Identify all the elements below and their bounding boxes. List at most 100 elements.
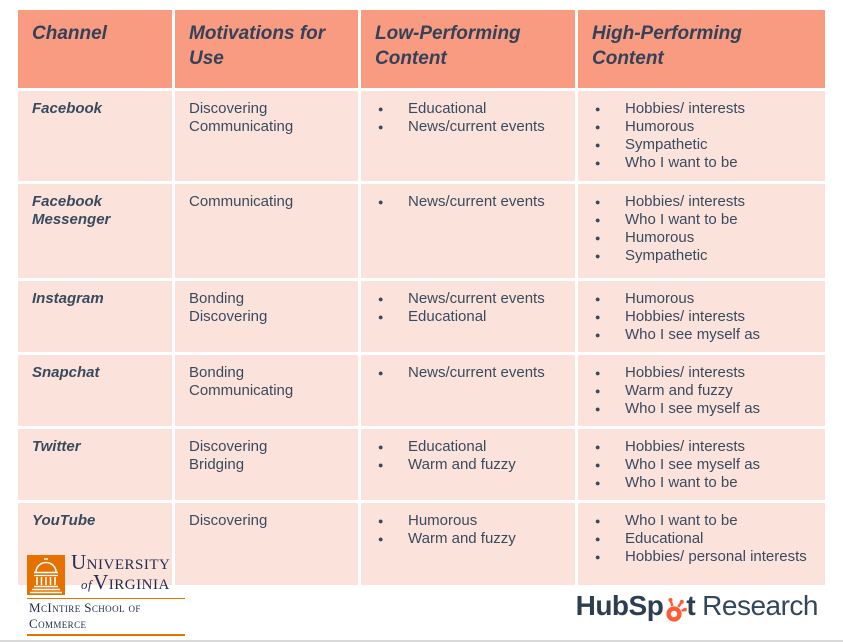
bullet-item: ● Humorous: [592, 290, 817, 308]
bullet-item: ● News/current events: [375, 290, 567, 308]
bullet-text: Humorous: [625, 229, 695, 246]
high-performing-cell: ● Humorous ● Hobbies/ interests ● Who I see m…: [578, 281, 825, 352]
table-row: Facebook Messenger Communicating ● News/cur…: [18, 184, 825, 278]
bullet-icon: ●: [378, 516, 384, 526]
bullet-item: ● Humorous: [592, 118, 817, 136]
high-performing-cell: ● Hobbies/ interests ● Humorous ● Sympathetic…: [578, 91, 825, 181]
motivations-cell: Discovering Communicating: [175, 91, 358, 181]
motivation-item: Bridging: [189, 456, 245, 473]
motivation-item: Communicating: [189, 193, 294, 210]
bullet-item: ● Who I see myself as: [592, 326, 817, 344]
uva-logo-top: University ofVirginia: [27, 550, 185, 595]
bullet-icon: ●: [595, 478, 601, 488]
table-row: Snapchat Bonding Communicating ● News/curren…: [18, 355, 825, 426]
bullet-text: Who I want to be: [625, 512, 738, 529]
bullet-icon: ●: [595, 158, 601, 168]
bullet-icon: ●: [595, 368, 601, 378]
bullet-item: ● Who I see myself as: [592, 456, 817, 474]
table-row: Facebook Discovering Communicating ● Educati…: [18, 91, 825, 181]
header-channel: Channel: [18, 10, 172, 88]
motivation-item: Bonding: [189, 364, 245, 381]
channel-cell: Instagram: [18, 281, 172, 352]
bullet-item: ● Sympathetic: [592, 136, 817, 154]
uva-logo: University ofVirginia McIntire School of…: [27, 550, 185, 636]
bullet-item: ● Educational: [375, 438, 567, 456]
header-low-performing: Low-Performing Content: [361, 10, 575, 88]
bullet-text: Who I see myself as: [625, 400, 761, 417]
bullet-item: ● News/current events: [375, 364, 567, 382]
bullet-text: Hobbies/ interests: [625, 100, 746, 117]
bullet-text: Warm and fuzzy: [625, 382, 733, 399]
bullet-text: News/current events: [408, 193, 545, 210]
motivation-item: Communicating: [189, 118, 294, 135]
header-motivations: Motivations for Use: [175, 10, 358, 88]
bullet-icon: ●: [595, 104, 601, 114]
uva-university-text: University: [71, 550, 171, 575]
bullet-text: Sympathetic: [625, 247, 708, 264]
bullet-item: ● Who I want to be: [592, 474, 817, 492]
bullet-icon: ●: [595, 442, 601, 452]
bullet-item: ● Hobbies/ interests: [592, 308, 817, 326]
low-performing-cell: ● Educational ● Warm and fuzzy: [361, 429, 575, 500]
bullet-text: Who I see myself as: [625, 326, 761, 343]
bullet-icon: ●: [378, 122, 384, 132]
bullet-item: ● Hobbies/ interests: [592, 364, 817, 382]
hubspot-sprocket-icon: [666, 597, 688, 623]
hubspot-wordmark-part2: t: [686, 590, 696, 621]
bullet-icon: ●: [378, 197, 384, 207]
bullet-icon: ●: [378, 294, 384, 304]
bullet-item: ● Humorous: [375, 512, 567, 530]
channel-cell: Twitter: [18, 429, 172, 500]
bullet-item: ● Warm and fuzzy: [592, 382, 817, 400]
hubspot-research-text: Research: [702, 590, 818, 621]
bullet-item: ● Educational: [375, 100, 567, 118]
bullet-item: ● Educational: [592, 530, 817, 548]
uva-virginia-text: ofVirginia: [81, 570, 170, 595]
bullet-item: ● Sympathetic: [592, 247, 817, 265]
bullet-text: Educational: [625, 530, 704, 547]
high-performing-cell: ● Hobbies/ interests ● Who I want to be ● Hum…: [578, 184, 825, 278]
bullet-text: Educational: [408, 438, 487, 455]
bullet-text: Educational: [408, 100, 487, 117]
bullet-icon: ●: [378, 442, 384, 452]
bullet-text: Who I want to be: [625, 211, 738, 228]
bullet-icon: ●: [595, 215, 601, 225]
bullet-text: Sympathetic: [625, 136, 708, 153]
bullet-icon: ●: [378, 460, 384, 470]
table-header-row: Channel Motivations for Use Low-Performi…: [18, 10, 825, 88]
bullet-text: Hobbies/ personal interests: [625, 548, 807, 565]
bullet-icon: ●: [595, 294, 601, 304]
bullet-item: ● Who I want to be: [592, 154, 817, 172]
bullet-item: ● Hobbies/ interests: [592, 193, 817, 211]
bullet-text: Who I want to be: [625, 474, 738, 491]
bullet-text: Hobbies/ interests: [625, 193, 746, 210]
channel-cell: Snapchat: [18, 355, 172, 426]
bullet-text: Hobbies/ interests: [625, 364, 746, 381]
high-performing-cell: ● Who I want to be ● Educational ● Hobbies/ p…: [578, 503, 825, 585]
motivations-cell: Discovering: [175, 503, 358, 585]
footer: University ofVirginia McIntire School of…: [0, 552, 843, 636]
bullet-icon: ●: [595, 404, 601, 414]
motivation-item: Discovering: [189, 512, 268, 529]
table-row: YouTube Discovering ● Humorous ● Warm and fuz…: [18, 503, 825, 585]
content-table: Channel Motivations for Use Low-Performi…: [18, 10, 825, 585]
bullet-item: ● Who I want to be: [592, 512, 817, 530]
bullet-text: Warm and fuzzy: [408, 456, 516, 473]
bullet-icon: ●: [378, 368, 384, 378]
hubspot-research-logo: HubSp t Research: [576, 590, 818, 623]
bullet-icon: ●: [595, 460, 601, 470]
motivations-cell: Communicating: [175, 184, 358, 278]
bullet-item: ● Who I want to be: [592, 211, 817, 229]
bullet-icon: ●: [595, 516, 601, 526]
bullet-item: ● News/current events: [375, 118, 567, 136]
bullet-icon: ●: [378, 312, 384, 322]
motivation-item: Discovering: [189, 438, 268, 455]
high-performing-cell: ● Hobbies/ interests ● Who I see myself as ●…: [578, 429, 825, 500]
low-performing-cell: ● News/current events ● Educational: [361, 281, 575, 352]
bullet-item: ● Hobbies/ interests: [592, 438, 817, 456]
uva-rotunda-icon: [27, 555, 65, 595]
high-performing-cell: ● Hobbies/ interests ● Warm and fuzzy ● Who I…: [578, 355, 825, 426]
header-high-performing: High-Performing Content: [578, 10, 825, 88]
bullet-text: Hobbies/ interests: [625, 438, 746, 455]
uva-school-text: McIntire School of Commerce: [27, 598, 185, 636]
